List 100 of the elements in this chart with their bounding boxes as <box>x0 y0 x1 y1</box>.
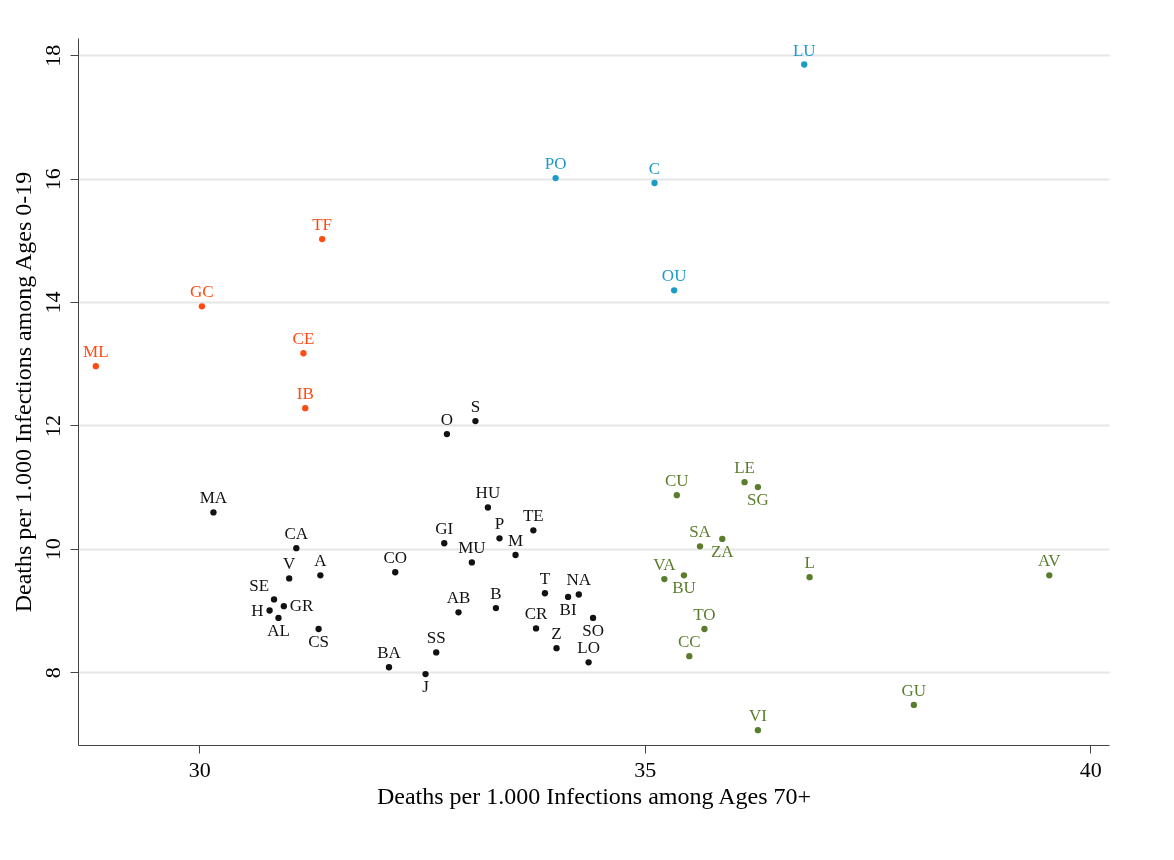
point <box>319 235 326 243</box>
point <box>670 287 678 294</box>
point <box>585 659 592 666</box>
point <box>198 303 206 310</box>
data-label: GC <box>190 282 214 302</box>
point <box>696 543 704 550</box>
data-label: ML <box>83 342 109 362</box>
y-tick-label: 8 <box>39 667 65 679</box>
y-tick-label: 12 <box>39 414 65 437</box>
point <box>315 625 322 633</box>
point <box>741 479 748 486</box>
point <box>270 596 278 603</box>
point <box>443 430 451 438</box>
data-label: AL <box>267 620 290 640</box>
x-tick-label: 40 <box>1079 756 1102 782</box>
point <box>492 604 500 612</box>
data-label: SS <box>426 628 446 648</box>
point <box>484 504 492 511</box>
data-label: TO <box>693 605 716 625</box>
point <box>754 483 762 491</box>
point <box>472 417 479 425</box>
data-label: Z <box>551 624 562 644</box>
y-tick-label: 18 <box>39 44 65 67</box>
point <box>661 575 668 583</box>
data-label: T <box>539 569 551 589</box>
data-label: SG <box>747 490 769 510</box>
data-label: ZA <box>710 541 735 561</box>
point <box>564 593 572 601</box>
y-tick-label: 16 <box>39 168 65 191</box>
data-label: CO <box>383 548 408 568</box>
data-label: CC <box>677 632 701 652</box>
data-label: BA <box>377 643 402 663</box>
data-label: VA <box>653 555 677 575</box>
point <box>589 614 597 622</box>
data-label: A <box>314 551 328 571</box>
x-tick-label: 35 <box>634 756 657 782</box>
point <box>385 664 393 671</box>
point <box>300 350 307 357</box>
data-label: BI <box>559 599 577 619</box>
data-label: NA <box>566 570 592 590</box>
data-label: AB <box>446 588 471 608</box>
point <box>496 535 503 542</box>
point <box>441 540 448 547</box>
point <box>541 590 549 597</box>
data-label: H <box>251 600 264 620</box>
point <box>910 701 918 709</box>
point <box>553 644 560 652</box>
x-axis-title: Deaths per 1.000 Infections among Ages 70+ <box>376 782 812 809</box>
data-label: S <box>470 397 481 417</box>
data-label: B <box>490 584 502 604</box>
point <box>455 609 462 616</box>
point <box>806 574 813 581</box>
point <box>651 179 658 187</box>
point <box>512 551 519 559</box>
point <box>530 527 537 534</box>
data-label: SO <box>582 620 604 640</box>
y-axis-title: Deaths per 1.000 Infections among Ages 0-19 <box>9 171 36 613</box>
point <box>392 569 399 576</box>
point <box>1046 572 1053 579</box>
data-label: OU <box>661 266 687 286</box>
data-label: L <box>804 553 815 573</box>
data-label: LE <box>734 458 755 478</box>
data-label: TE <box>522 506 544 526</box>
point <box>275 614 282 622</box>
data-label: CR <box>524 604 549 624</box>
data-label: GI <box>435 519 454 539</box>
point <box>673 491 680 499</box>
y-tick-label: 14 <box>39 291 65 314</box>
data-label: V <box>283 554 297 574</box>
point <box>433 649 440 656</box>
data-label: CS <box>308 632 329 652</box>
data-label: LU <box>792 40 816 60</box>
data-label: CU <box>665 471 689 491</box>
point <box>422 670 429 678</box>
point <box>680 572 688 579</box>
point <box>302 405 309 412</box>
data-label: LO <box>577 638 600 658</box>
y-tick-label: 10 <box>39 538 65 561</box>
data-label: P <box>494 514 505 534</box>
data-label: J <box>422 677 430 697</box>
data-label: SE <box>249 576 270 596</box>
data-label: CA <box>284 524 309 544</box>
data-label: GR <box>289 596 315 616</box>
data-label: TF <box>312 215 333 235</box>
data-label: SA <box>689 522 712 542</box>
data-label: MA <box>199 488 228 508</box>
data-label: CE <box>292 329 315 349</box>
data-label: M <box>507 530 524 550</box>
point <box>575 591 582 598</box>
data-label: C <box>648 158 661 178</box>
x-tick-label: 30 <box>188 756 211 782</box>
point <box>293 545 300 552</box>
point <box>532 625 540 632</box>
data-label: BU <box>672 578 696 598</box>
data-label: O <box>440 410 454 430</box>
data-label: AV <box>1038 551 1062 571</box>
point <box>686 653 693 660</box>
point <box>754 727 762 734</box>
point <box>317 572 324 579</box>
point <box>266 607 273 614</box>
